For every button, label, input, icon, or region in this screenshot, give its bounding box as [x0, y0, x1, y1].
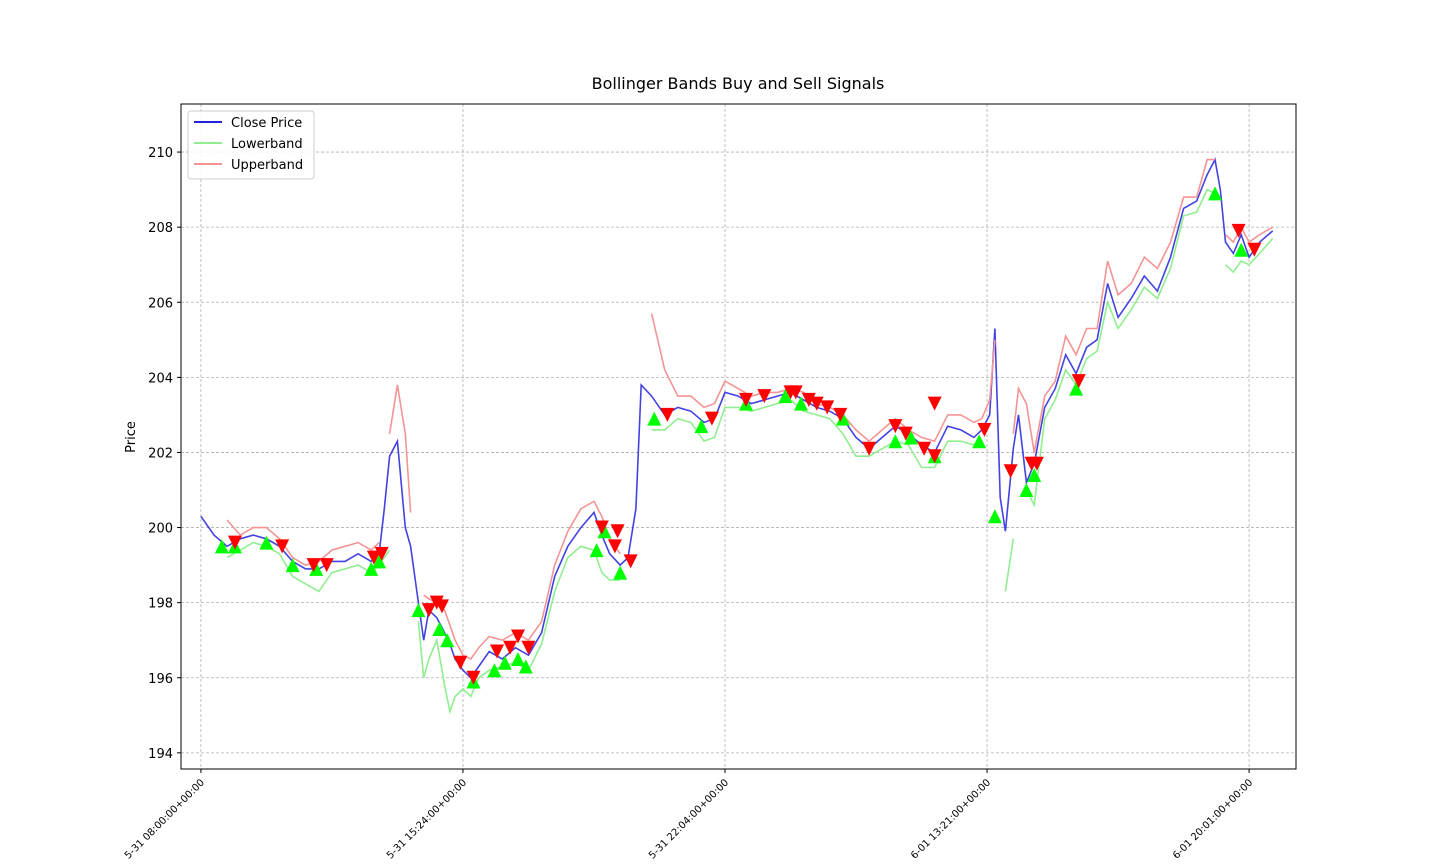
sell-signal [510, 629, 525, 644]
buy-signal [904, 430, 919, 445]
y-tick-label: 206 [148, 296, 173, 311]
sell-signal [738, 392, 753, 407]
sell-signal [623, 554, 638, 569]
buy-signal [309, 561, 324, 576]
buy-signal [432, 621, 447, 636]
buy-signal [1019, 483, 1034, 498]
legend: Close Price Lowerband Upperband [187, 110, 315, 180]
buy-signal [440, 633, 455, 648]
buy-signal [888, 434, 903, 449]
sell-signal [607, 539, 622, 554]
buy-signal [518, 659, 533, 674]
buy-signal [613, 565, 628, 580]
x-tick-label: 5-31 15:24:00+00:00 [385, 777, 469, 861]
buy-signal [372, 554, 387, 569]
sell-signal [833, 407, 848, 422]
sell-signal [917, 441, 932, 456]
sell-signal [521, 640, 536, 655]
y-tick-label: 210 [148, 146, 173, 161]
sell-signal [1247, 242, 1262, 257]
buy-signal [778, 389, 793, 404]
buy-signal [1069, 381, 1084, 396]
sell-signal [809, 396, 824, 411]
sell-signal [1003, 464, 1018, 479]
sell-signal [306, 558, 321, 573]
buy-signal [510, 651, 525, 666]
sell-signal [490, 644, 505, 659]
legend-label: Upperband [231, 158, 303, 173]
buy-signal [285, 558, 300, 573]
sell-signal [788, 385, 803, 400]
sell-signal [453, 655, 468, 670]
buy-signal [214, 539, 229, 554]
sell-signal [594, 520, 609, 535]
sell-signal [888, 419, 903, 434]
sell-signal [374, 546, 389, 561]
sell-signal [421, 603, 436, 618]
sell-signal [366, 550, 381, 565]
sell-signal [820, 400, 835, 415]
buy-signal [972, 434, 987, 449]
sell-signal [927, 449, 942, 464]
sell-signal [977, 422, 992, 437]
buy-signal [835, 411, 850, 426]
sell-signal [704, 411, 719, 426]
buy-signal [487, 663, 502, 678]
sell-signal [434, 599, 449, 614]
buy-signal [259, 535, 274, 550]
legend-label: Lowerband [231, 137, 303, 152]
buy-signal [597, 524, 612, 539]
sell-signal [801, 392, 816, 407]
y-tick-label: 202 [148, 446, 173, 461]
sell-signal [862, 441, 877, 456]
buy-signal [364, 561, 379, 576]
sell-signal [898, 426, 913, 441]
x-tick-label: 5-31 08:00:00+00:00 [123, 777, 207, 861]
buy-signal [987, 509, 1002, 524]
series-line [200, 157, 1274, 680]
legend-label: Close Price [231, 116, 302, 131]
y-axis-label: Price [124, 421, 139, 453]
buy-signal [647, 411, 662, 426]
buy-signal [1027, 467, 1042, 482]
sell-signal [1029, 456, 1044, 471]
plot-frame [180, 103, 1297, 770]
x-tick-label: 5-31 22:04:00+00:00 [647, 777, 731, 861]
buy-signal [793, 396, 808, 411]
sell-signal [466, 670, 481, 685]
legend-box [187, 110, 315, 180]
y-tick-label: 204 [148, 371, 173, 386]
buy-signal [694, 419, 709, 434]
x-tick-label: 6-01 13:21:00+00:00 [909, 777, 993, 861]
sell-signal [610, 524, 625, 539]
sell-signal [319, 558, 334, 573]
sell-signal [503, 640, 518, 655]
y-tick-label: 194 [148, 747, 173, 762]
x-tick-label: 6-01 20:01:00+00:00 [1171, 777, 1255, 861]
series-line [226, 188, 1274, 715]
buy-signal [1234, 242, 1249, 257]
sell-signal [1071, 374, 1086, 389]
buy-signal [411, 603, 426, 618]
y-tick-label: 196 [148, 672, 173, 687]
y-tick-label: 198 [148, 597, 173, 612]
y-tick-label: 208 [148, 221, 173, 236]
buy-signal [1208, 186, 1223, 201]
sell-signal [757, 389, 772, 404]
buy-signal [589, 543, 604, 558]
y-tick-label: 200 [148, 522, 173, 537]
chart-title: Bollinger Bands Buy and Sell Signals [592, 74, 885, 93]
sell-signal [927, 396, 942, 411]
sell-signal [275, 539, 290, 554]
sell-signal [660, 407, 675, 422]
sell-signal [1231, 223, 1246, 238]
sell-signal [227, 535, 242, 550]
buy-signal [497, 655, 512, 670]
